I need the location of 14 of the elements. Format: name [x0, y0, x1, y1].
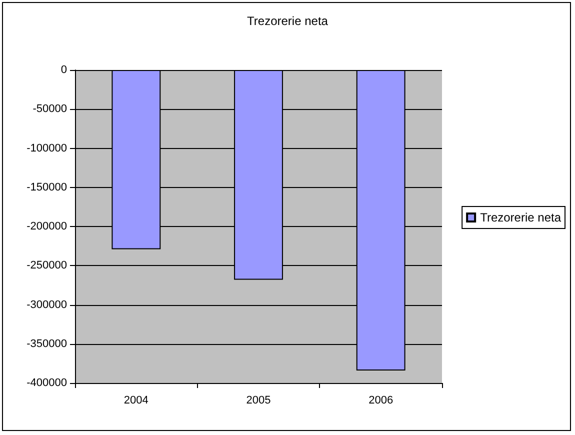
x-tick-label: 2004 — [124, 394, 148, 406]
y-tick-label: -400000 — [26, 377, 67, 389]
legend-label: Trezorerie neta — [480, 210, 562, 224]
y-tick-label: -200000 — [26, 220, 67, 232]
y-tick-label: 0 — [60, 64, 67, 76]
y-tick-label: -300000 — [26, 298, 67, 311]
x-tick-label: 2006 — [368, 394, 394, 406]
y-tick-label: -150000 — [26, 181, 67, 194]
chart-title: Trezorerie neta — [247, 14, 328, 28]
y-tick-label: -250000 — [26, 260, 67, 272]
x-tick-label: 2005 — [246, 394, 271, 406]
y-tick-label: -350000 — [26, 338, 67, 350]
y-tick-label: -100000 — [26, 142, 67, 154]
y-tick-label: -50000 — [32, 103, 67, 116]
